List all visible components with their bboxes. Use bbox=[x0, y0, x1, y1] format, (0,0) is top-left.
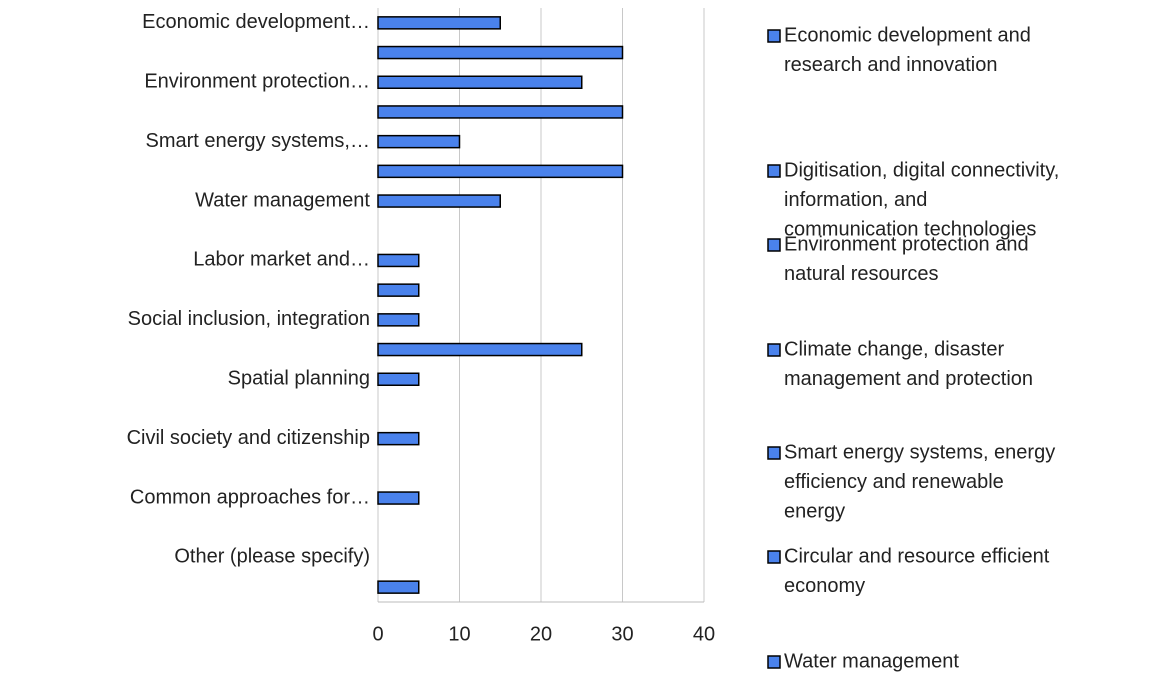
bar bbox=[377, 134, 461, 149]
legend-marker bbox=[767, 343, 781, 357]
y-tick-label: Other (please specify) bbox=[174, 546, 370, 568]
bar bbox=[377, 164, 624, 179]
y-tick-label: Social inclusion, integration bbox=[128, 308, 370, 330]
legend-marker bbox=[767, 29, 781, 43]
x-tick-label: 40 bbox=[693, 623, 715, 645]
y-tick-label: Spatial planning bbox=[228, 368, 370, 390]
y-tick-label: Water management bbox=[195, 189, 370, 211]
legend-label: management and protection bbox=[784, 368, 1033, 390]
legend-label: economy bbox=[784, 575, 865, 597]
bar bbox=[377, 16, 501, 30]
bar bbox=[377, 491, 420, 505]
legend-marker bbox=[767, 550, 781, 564]
bar bbox=[377, 342, 583, 357]
y-tick-label: Civil society and citizenship bbox=[127, 427, 370, 449]
legend-label: Environment protection and bbox=[784, 233, 1029, 255]
legend-marker bbox=[767, 164, 781, 178]
y-tick-label: Economic development… bbox=[142, 11, 370, 33]
x-tick-label: 30 bbox=[611, 623, 633, 645]
legend-label: efficiency and renewable bbox=[784, 471, 1004, 493]
bar bbox=[377, 253, 420, 268]
bar bbox=[377, 105, 624, 119]
y-tick-label: Environment protection… bbox=[144, 71, 370, 93]
legend-marker bbox=[767, 446, 781, 460]
legend-label: energy bbox=[784, 501, 845, 523]
legend-label: information, and bbox=[784, 189, 927, 211]
bar bbox=[377, 313, 420, 327]
x-tick-label: 0 bbox=[372, 623, 383, 645]
legend-label: Climate change, disaster bbox=[784, 338, 1004, 360]
y-tick-label: Labor market and… bbox=[193, 249, 370, 271]
bar bbox=[377, 372, 420, 386]
legend-label: Economic development and bbox=[784, 24, 1031, 46]
bar bbox=[377, 580, 420, 594]
legend-label: Water management bbox=[784, 650, 959, 672]
legend-label: communication technologies bbox=[784, 219, 1036, 241]
legend-marker bbox=[767, 238, 781, 252]
bar bbox=[377, 283, 420, 297]
legend-label: natural resources bbox=[784, 263, 939, 285]
bar bbox=[377, 75, 583, 89]
legend-label: Smart energy systems, energy bbox=[784, 441, 1055, 463]
bar bbox=[377, 431, 420, 446]
bar bbox=[377, 194, 501, 208]
x-tick-label: 10 bbox=[448, 623, 470, 645]
bar bbox=[377, 45, 624, 60]
legend-label: research and innovation bbox=[784, 54, 997, 76]
x-tick-label: 20 bbox=[530, 623, 552, 645]
y-tick-label: Common approaches for… bbox=[130, 486, 370, 508]
legend-label: Circular and resource efficient bbox=[784, 545, 1050, 567]
legend-marker bbox=[767, 655, 781, 669]
legend-label: Digitisation, digital connectivity, bbox=[784, 159, 1059, 181]
y-tick-label: Smart energy systems,… bbox=[145, 130, 370, 152]
